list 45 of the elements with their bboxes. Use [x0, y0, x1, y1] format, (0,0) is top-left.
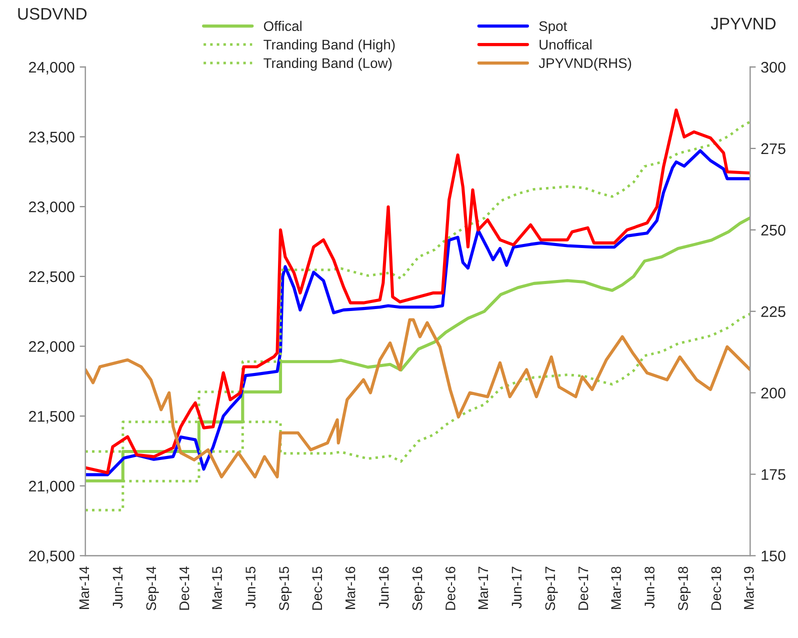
legend-label: Tranding Band (Low) [264, 58, 392, 71]
x-tick-label: Jun-14 [112, 566, 123, 608]
x-tick-label: Sep-15 [279, 566, 292, 610]
y-tick-label: 23,000 [29, 201, 74, 214]
x-tick-label: Sep-16 [412, 566, 425, 610]
x-tick-label: Jun-15 [246, 566, 256, 608]
x-tick-label: Jun-17 [512, 566, 522, 608]
legend-label: Tranding Band (High) [264, 39, 395, 52]
x-tick-label: Mar-14 [79, 566, 90, 609]
y2-tick-label: 150 [762, 550, 786, 562]
x-tick-label: Sep-17 [545, 566, 558, 610]
y-axis-title: USDVND [18, 8, 87, 20]
y-tick-label: 21,500 [29, 410, 74, 424]
legend-label: JPYVND(RHS) [538, 58, 632, 71]
x-tick-label: Dec-15 [312, 566, 322, 610]
y2-tick-label: 175 [762, 469, 786, 480]
x-tick-label: Jun-16 [378, 566, 389, 608]
y-tick-label: 20,500 [29, 550, 74, 564]
y-tick-label: 21,000 [29, 480, 74, 494]
y2-axis-title: JPYVND [710, 18, 776, 30]
legend-label: Spot [539, 21, 568, 34]
line-series [85, 318, 750, 478]
x-tick-label: Dec-17 [578, 566, 588, 610]
y2-tick-label: 225 [761, 306, 786, 318]
y2-tick-label: 300 [761, 62, 786, 73]
x-tick-label: Dec-16 [446, 566, 456, 610]
x-tick-label: Mar-19 [744, 566, 754, 609]
x-tick-label: Mar-16 [345, 566, 356, 609]
y-tick-label: 24,000 [29, 62, 74, 74]
x-tick-label: Sep-18 [678, 566, 691, 610]
x-tick-label: Mar-15 [212, 566, 222, 609]
x-tick-label: Mar-17 [478, 566, 488, 609]
x-tick-label: Mar-18 [611, 566, 621, 609]
x-tick-label: Dec-18 [711, 566, 722, 610]
y-tick-label: 23,500 [29, 132, 74, 144]
x-tick-label: Jun-18 [644, 566, 654, 608]
y-tick-label: 22,000 [29, 341, 74, 354]
legend-label: Unoffical [540, 39, 592, 50]
x-tick-label: Sep-14 [146, 566, 159, 610]
y2-tick-label: 250 [761, 224, 786, 236]
y-tick-label: 22,500 [29, 271, 74, 284]
x-tick-label: Dec-14 [180, 566, 190, 610]
y2-tick-label: 200 [761, 388, 786, 398]
y2-tick-label: 275 [761, 143, 786, 154]
legend-label: Offical [264, 20, 302, 32]
